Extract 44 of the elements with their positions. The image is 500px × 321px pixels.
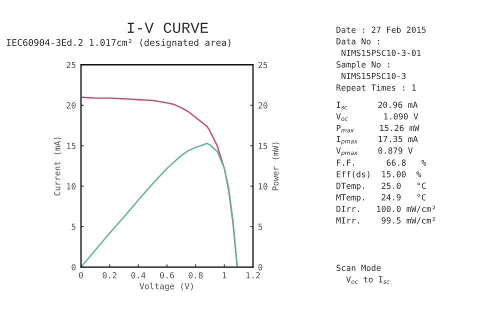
text: I$_{pmax}$ 17.35 mA [336, 136, 418, 145]
y-tick-label: 25 [66, 62, 76, 68]
text: MIrr. 99.5 mW/cm² [336, 217, 435, 224]
y-tick-label: 20 [66, 102, 76, 109]
text: Date : 27 Feb 2015 [336, 26, 426, 33]
y2-tick-label: 25 [258, 62, 268, 68]
text: P$_{max}$ 15.26 mW [336, 124, 420, 132]
y-tick-label: 5 [72, 224, 76, 230]
text: Sample No : [336, 61, 390, 70]
y-tick-label: 0 [72, 264, 76, 270]
text: V$_{oc}$ to I$_{sc}$ [346, 276, 390, 284]
y2-tick-label: 0 [258, 264, 262, 270]
y-tick-label: 10 [67, 183, 76, 190]
x-tick-label: 0.4 [131, 272, 146, 278]
text: F.F. 66.8 % [336, 160, 426, 166]
chart-subtitle: IEC60904-3Ed.2 1.017cm² (designated area) [6, 38, 230, 48]
y2-tick-label: 15 [258, 142, 268, 150]
y2-tick-label: 5 [258, 224, 262, 230]
text: Repeat Times : 1 [336, 84, 416, 92]
x-tick-label: 1.2 [246, 272, 260, 278]
text: DTemp. 25.0 °C [336, 182, 426, 191]
text: NIMS15PSC10-3 [342, 72, 406, 80]
x-tick-label: 1 [222, 272, 226, 278]
text: V$_{pmax}$ 0.879 V [336, 147, 413, 156]
text: NIMS15PSC10-3-01 [342, 50, 421, 56]
text: Eff(ds) 15.00 % [336, 170, 422, 178]
text: Data No : [336, 38, 380, 44]
y-tick-label: 15 [67, 142, 76, 150]
text: MTemp. 24.9 °C [336, 194, 426, 202]
x-tick-label: 0.6 [160, 272, 174, 278]
y-axis-title: Current (mA) [54, 138, 62, 196]
y2-tick-label: 20 [258, 102, 268, 109]
y2-axis-title: Power (mW) [272, 142, 280, 190]
text: Scan Mode [336, 264, 381, 271]
text: DIrr. 100.0 mW/cm² [336, 206, 435, 213]
x-tick-label: 0 [79, 272, 83, 278]
chart-title: I-V CURVE [128, 22, 208, 33]
text: I$_{sc}$ 20.96 mA [336, 102, 418, 110]
x-axis-title: Voltage (V) [140, 282, 193, 291]
y2-tick-label: 10 [258, 183, 268, 190]
text: V$_{oc}$ 1.090 V [336, 113, 418, 121]
x-tick-label: 0.2 [102, 272, 116, 278]
line-series [81, 142, 238, 268]
x-tick-label: 0.8 [188, 272, 203, 278]
